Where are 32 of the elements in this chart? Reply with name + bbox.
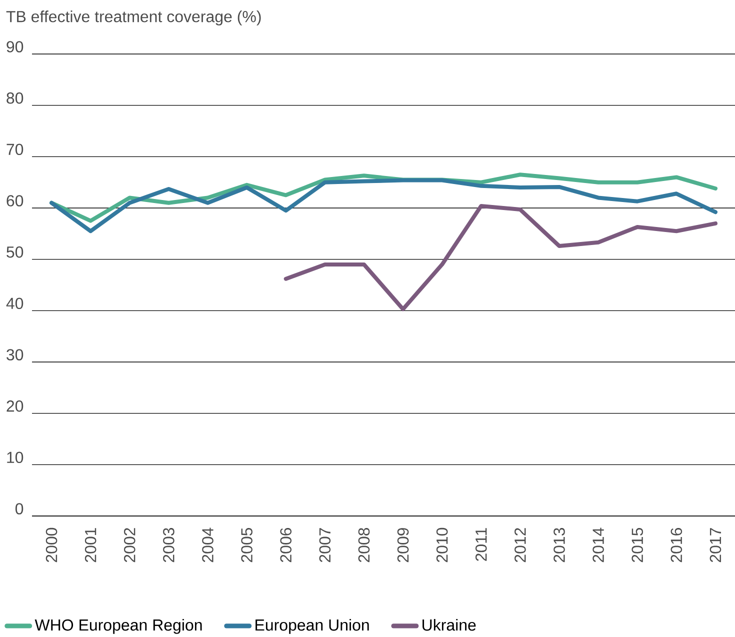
y-tick-label: 0 <box>15 503 24 514</box>
x-tick-label: 2017 <box>710 528 722 562</box>
x-tick-label: 2016 <box>670 528 682 562</box>
x-tick-label: 2012 <box>514 528 526 562</box>
x-tick-label: 2009 <box>397 528 409 562</box>
y-tick-label: 60 <box>6 195 24 206</box>
x-tick-label: 2004 <box>202 528 214 562</box>
legend-label: Ukraine <box>422 618 476 631</box>
x-tick-label: 2015 <box>632 528 644 562</box>
y-tick-label: 40 <box>6 298 24 310</box>
y-tick-label: 20 <box>6 400 24 412</box>
legend-label: WHO European Region <box>34 618 202 634</box>
y-tick-label: 90 <box>6 41 24 52</box>
x-tick-label: 2002 <box>124 528 136 562</box>
y-tick-label: 80 <box>6 92 24 104</box>
x-tick-label: 2010 <box>436 528 448 562</box>
x-tick-label: 2005 <box>241 528 252 562</box>
y-tick-label: 50 <box>6 246 24 258</box>
y-tick-label: 30 <box>6 349 24 360</box>
x-tick-label: 2013 <box>554 528 565 562</box>
x-tick-label: 2008 <box>358 528 370 562</box>
y-axis-title: TB effective treatment coverage (%) <box>6 10 261 26</box>
x-tick-label: 2001 <box>84 528 96 562</box>
y-tick-label: 70 <box>6 144 24 156</box>
x-tick-label: 2000 <box>46 528 58 562</box>
y-tick-label: 10 <box>7 452 24 464</box>
legend-label: European Union <box>256 618 369 634</box>
x-tick-label: 2007 <box>319 528 331 562</box>
x-tick-label: 2014 <box>592 528 604 562</box>
x-tick-label: 2006 <box>280 528 292 562</box>
x-tick-label: 2011 <box>475 528 487 561</box>
x-tick-label: 2003 <box>163 528 174 562</box>
